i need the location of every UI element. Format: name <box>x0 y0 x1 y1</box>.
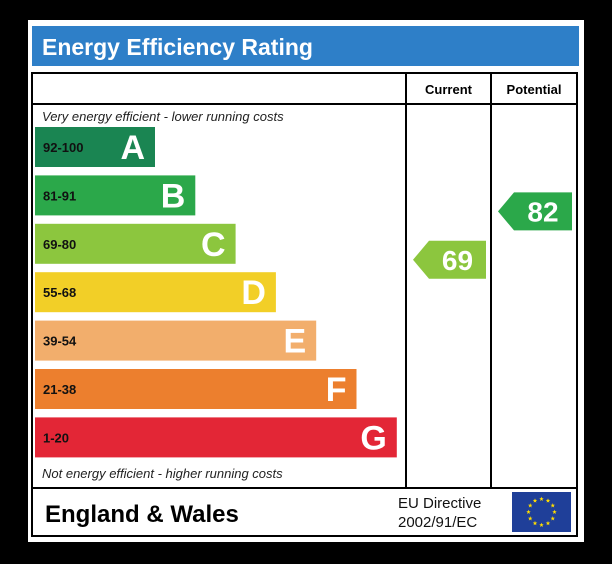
eu-star-icon <box>552 509 557 514</box>
eu-star-icon <box>527 503 533 508</box>
current-rating-value: 69 <box>442 245 473 276</box>
eu-star-icon <box>545 520 551 526</box>
band-f-range: 21-38 <box>43 382 76 397</box>
eu-star-icon <box>539 522 544 527</box>
top-caption: Very energy efficient - lower running co… <box>42 109 284 124</box>
band-d <box>35 272 276 313</box>
band-e-letter: E <box>284 323 307 361</box>
eu-star-icon <box>545 498 551 503</box>
band-b-letter: B <box>161 177 186 215</box>
band-a <box>35 127 155 167</box>
rating-bands: 92-100 A 81-91 B 69-80 C 55-68 D 39-54 E 21-38 F 1-2… <box>35 127 397 458</box>
column-header-current: Current <box>425 82 473 97</box>
band-e <box>35 320 317 361</box>
band-g <box>35 417 397 458</box>
header-bar <box>32 26 579 66</box>
band-d-range: 55-68 <box>43 285 76 300</box>
chart-title: Energy Efficiency Rating <box>42 34 313 60</box>
band-b-range: 81-91 <box>43 188 76 203</box>
eu-star-icon <box>550 503 556 508</box>
footer-region: England & Wales <box>45 501 239 528</box>
current-rating-arrow <box>413 240 486 279</box>
column-header-potential: Potential <box>507 82 562 97</box>
band-f <box>35 369 357 409</box>
band-e-range: 39-54 <box>43 334 77 349</box>
eu-star-icon <box>526 509 531 514</box>
eu-star-icon <box>532 520 538 526</box>
eu-star-icon <box>532 498 538 503</box>
eu-star-icon <box>539 496 544 501</box>
footer-directive-line1: EU Directive <box>398 495 481 512</box>
band-b <box>35 175 196 216</box>
band-a-letter: A <box>120 129 145 167</box>
bottom-caption: Not energy efficient - higher running co… <box>42 466 283 481</box>
eu-star-icon <box>527 516 533 521</box>
eu-flag-stars <box>526 496 557 527</box>
eu-star-icon <box>550 516 556 521</box>
band-g-letter: G <box>360 419 386 457</box>
band-c <box>35 223 236 264</box>
potential-rating-arrow <box>498 192 572 231</box>
footer-directive-line2: 2002/91/EC <box>398 514 477 531</box>
band-d-letter: D <box>241 274 266 312</box>
band-a-range: 92-100 <box>43 140 83 155</box>
band-c-range: 69-80 <box>43 237 76 252</box>
footer-frame <box>31 487 578 537</box>
rating-arrows: 69 82 <box>413 192 572 279</box>
potential-rating-value: 82 <box>527 196 558 227</box>
band-g-range: 1-20 <box>43 430 69 445</box>
band-f-letter: F <box>326 371 347 409</box>
band-c-letter: C <box>201 226 226 264</box>
